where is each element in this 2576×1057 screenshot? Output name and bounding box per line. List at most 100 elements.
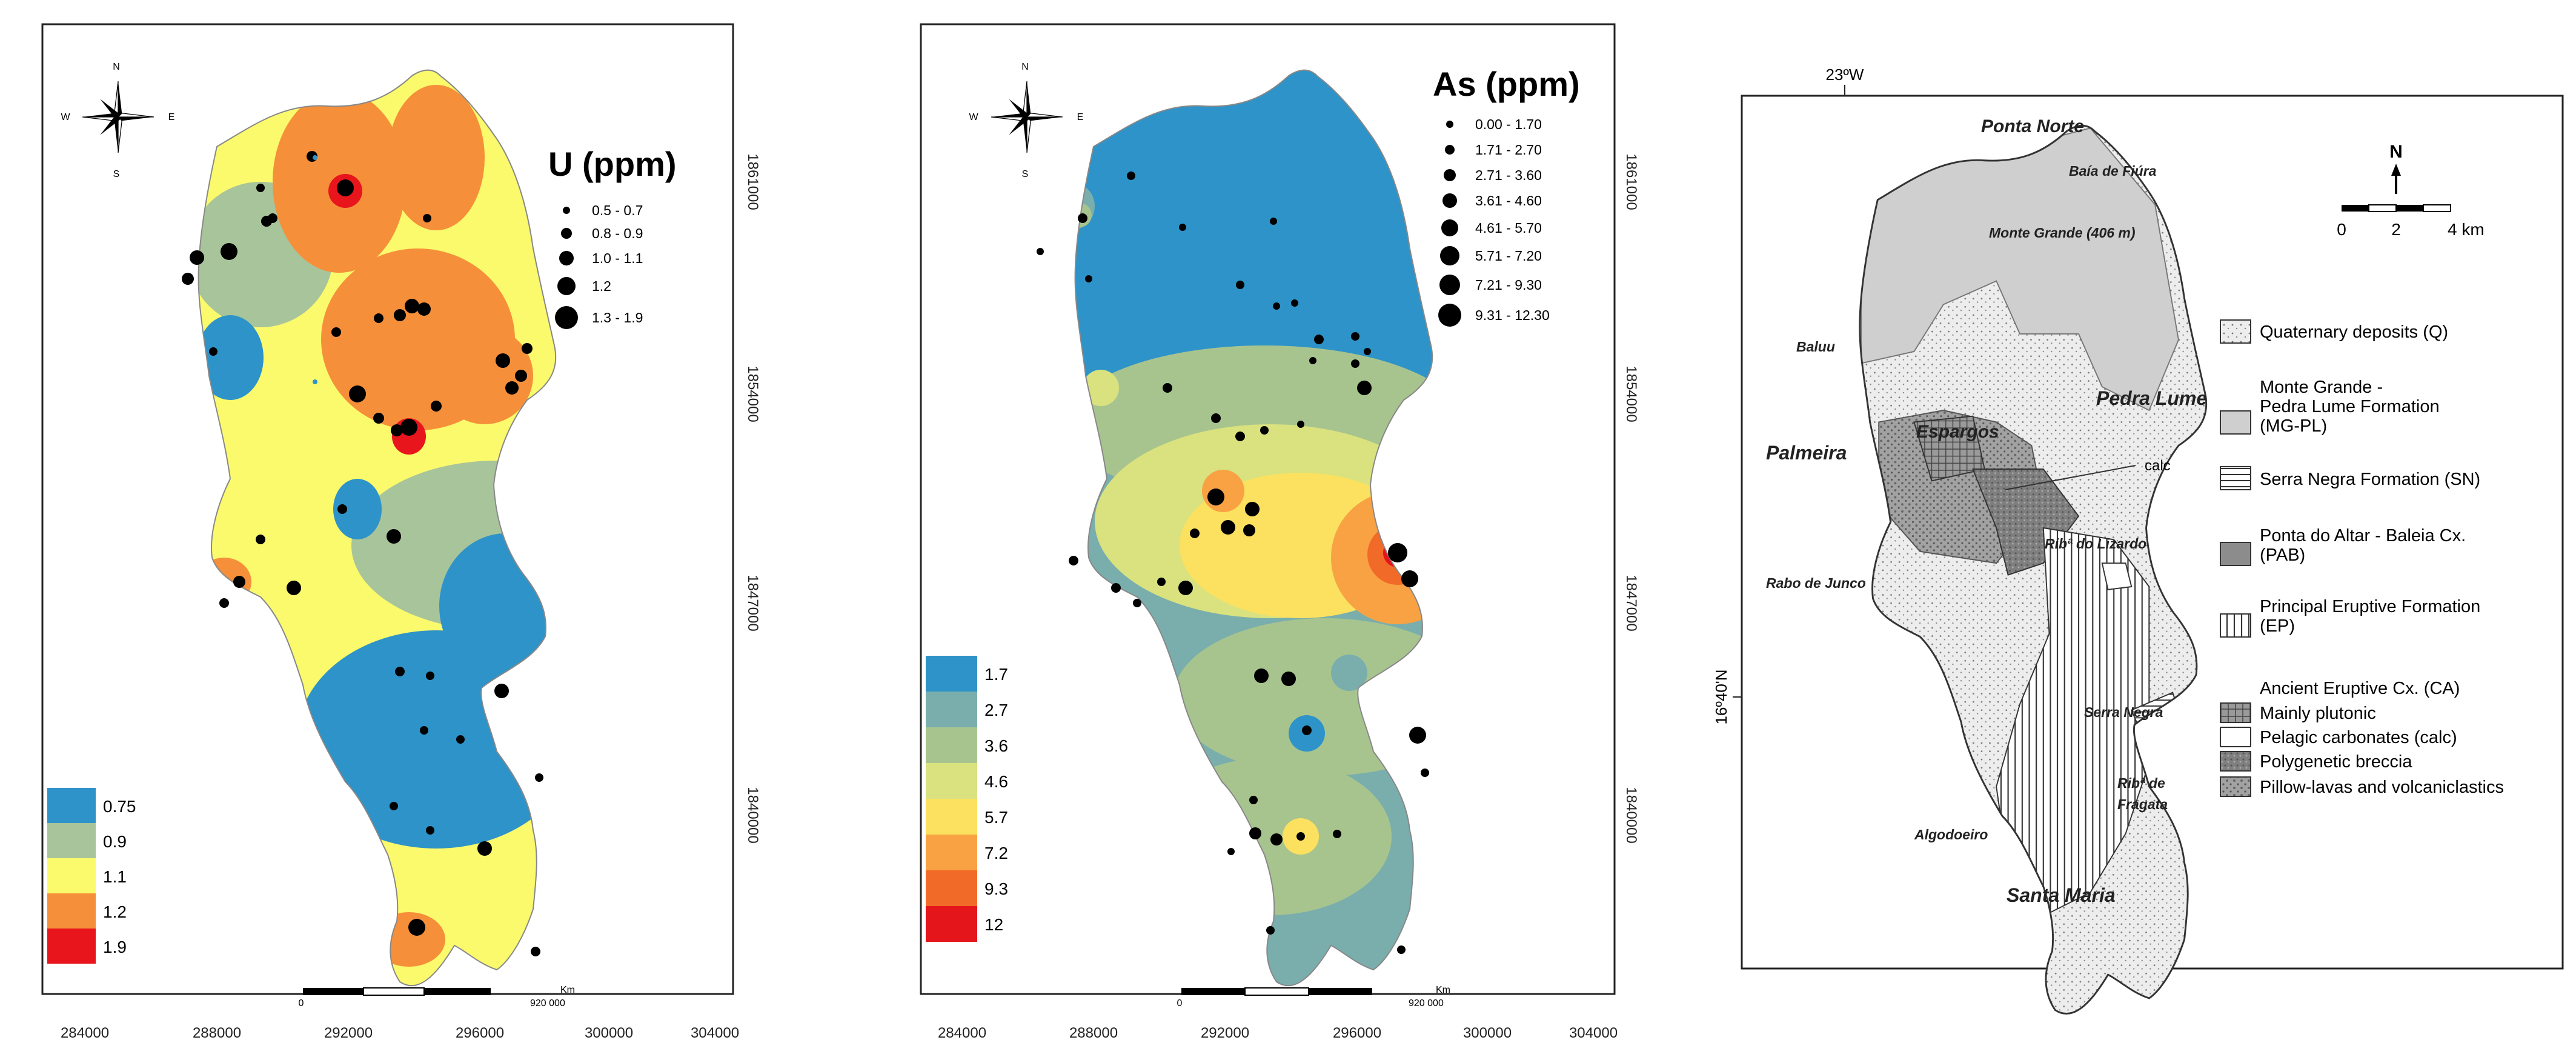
- as-y-tick: 1861000: [1623, 153, 1639, 210]
- u-x-tick: 304000: [691, 1025, 739, 1041]
- geology-north-arrow-icon: [2391, 164, 2401, 194]
- u-x-tick: 288000: [193, 1025, 241, 1041]
- u-color-legend: 0.75 0.9 1.1 1.2 1.9: [47, 788, 136, 964]
- place-label: Palmeira: [1766, 442, 1847, 464]
- u-x-ticks: 284000 288000 292000 296000 300000 30400…: [61, 1025, 739, 1041]
- u-y-tick: 1861000: [745, 153, 761, 210]
- place-label: Espargos: [1916, 422, 1999, 442]
- as-compass-w: W: [969, 112, 978, 122]
- as-color-legend-label: 2.7: [984, 701, 1008, 719]
- as-symbol-legend-item: 7.21 - 9.30: [1475, 277, 1542, 293]
- u-sample-points: [182, 151, 543, 956]
- as-color-swatch: [926, 799, 977, 835]
- as-color-legend-label: 7.2: [984, 844, 1008, 862]
- geology-legend-item: Quaternary deposits (Q): [2260, 322, 2448, 342]
- u-color-swatch: [47, 858, 96, 893]
- as-color-legend-label: 1.7: [984, 665, 1008, 684]
- u-symbol-legend-item: 0.8 - 0.9: [592, 225, 643, 241]
- as-color-swatch: [926, 727, 977, 763]
- geology-legend-item: Serra Negra Formation (SN): [2260, 470, 2480, 489]
- as-symbol-legend-item: 4.61 - 5.70: [1475, 220, 1542, 236]
- place-label: Ponta Norte: [1981, 116, 2084, 136]
- svg-text:Km: Km: [1436, 985, 1450, 995]
- geology-legend: Quaternary deposits (Q) Monte Grande - P…: [2220, 319, 2504, 797]
- u-symbol-legend: 0.5 - 0.7 0.8 - 0.9 1.0 - 1.1 1.2 1.3 - …: [555, 202, 643, 329]
- u-x-tick: 292000: [324, 1025, 373, 1041]
- svg-text:4 km: 4 km: [2448, 220, 2485, 239]
- as-x-tick: 284000: [938, 1025, 986, 1041]
- u-symbol-legend-item: 0.5 - 0.7: [592, 202, 643, 218]
- geology-legend-item: (EP): [2260, 616, 2295, 636]
- u-map-panel: N S W E U (ppm) 0.5 - 0.7 0.8 - 0.9 1.0 …: [41, 23, 761, 1041]
- u-color-legend-label: 1.1: [103, 867, 127, 886]
- as-color-swatch: [926, 906, 977, 942]
- geology-legend-item: Pedra Lume Formation: [2260, 397, 2440, 416]
- geology-top-coord: 23ºW: [1826, 65, 1864, 84]
- geology-place-labels: Ponta Norte Baía de Fiúra Monte Grande (…: [1766, 116, 2207, 906]
- as-compass-n: N: [1021, 62, 1029, 72]
- as-symbol-legend-item: 5.71 - 7.20: [1475, 248, 1542, 264]
- place-label: Serra Negra: [2084, 704, 2163, 720]
- place-label: Algodoeiro: [1914, 827, 1988, 842]
- geology-scalebar: 0 2 4 km: [2337, 204, 2485, 239]
- u-scalebar: 0 920 000 Km: [299, 985, 575, 1009]
- geology-map-panel: 23ºW 16º40'N N 0: [1712, 65, 2564, 1015]
- as-color-swatch: [926, 692, 977, 727]
- as-color-swatch: [926, 656, 977, 692]
- svg-text:0: 0: [2337, 220, 2346, 239]
- as-compass-s: S: [1022, 169, 1029, 179]
- geology-north-label: N: [2389, 142, 2403, 162]
- u-color-legend-label: 1.2: [103, 902, 127, 921]
- u-color-swatch: [47, 788, 96, 823]
- place-label: Monte Grande (406 m): [1989, 225, 2136, 241]
- as-map-panel: N S W E As (ppm) 0.00 - 1.70 1.71 - 2.70…: [920, 23, 1639, 1041]
- u-symbol-legend-item: 1.3 - 1.9: [592, 310, 643, 325]
- geology-legend-item: (PAB): [2260, 545, 2305, 565]
- u-x-tick: 296000: [456, 1025, 504, 1041]
- as-scalebar: 0 920 000 Km: [1177, 985, 1450, 1009]
- u-color-swatch: [47, 823, 96, 858]
- place-label: Pedra Lume: [2096, 387, 2207, 409]
- geology-legend-item: Pelagic carbonates (calc): [2260, 728, 2457, 747]
- as-symbol-legend-item: 0.00 - 1.70: [1475, 116, 1542, 132]
- u-y-tick: 1840000: [745, 787, 761, 843]
- u-color-legend-label: 0.9: [103, 832, 127, 851]
- as-color-legend-label: 5.7: [984, 808, 1008, 827]
- u-compass-e: E: [168, 112, 175, 122]
- svg-text:2: 2: [2391, 220, 2401, 239]
- as-symbol-legend-item: 2.71 - 3.60: [1475, 167, 1542, 183]
- place-label: Fragata: [2117, 796, 2168, 812]
- svg-text:920 000: 920 000: [1409, 998, 1444, 1009]
- geology-legend-item: Ancient Eruptive Cx. (CA): [2260, 679, 2460, 698]
- geology-left-coord: 16º40'N: [1712, 669, 1730, 724]
- u-color-swatch: [47, 893, 96, 929]
- u-x-tick: 284000: [61, 1025, 109, 1041]
- geology-legend-item: Pillow-lavas and volcaniclastics: [2260, 778, 2504, 797]
- place-label: Baía de Fiúra: [2069, 163, 2157, 179]
- as-y-tick: 1840000: [1623, 787, 1639, 843]
- u-color-swatch: [47, 929, 96, 964]
- as-y-ticks: 1861000 1854000 1847000 1840000: [1623, 153, 1639, 843]
- svg-text:920 000: 920 000: [530, 998, 565, 1009]
- as-compass-e: E: [1077, 112, 1084, 122]
- svg-text:0: 0: [299, 998, 304, 1009]
- as-color-legend-label: 4.6: [984, 772, 1008, 791]
- geology-legend-item: Ponta do Altar - Baleia Cx.: [2260, 526, 2466, 545]
- as-symbol-legend: 0.00 - 1.70 1.71 - 2.70 2.71 - 3.60 3.61…: [1438, 116, 1550, 327]
- as-color-legend-label: 12: [984, 915, 1003, 934]
- svg-text:Km: Km: [560, 985, 575, 995]
- as-y-tick: 1847000: [1623, 575, 1639, 631]
- place-label: Ribª de: [2117, 775, 2165, 791]
- place-label: Baluu: [1796, 339, 1835, 355]
- u-map-title: U (ppm): [548, 145, 677, 183]
- geology-legend-item: Monte Grande -: [2260, 378, 2383, 397]
- place-label: Rabo de Junco: [1766, 575, 1866, 591]
- as-symbol-legend-item: 1.71 - 2.70: [1475, 142, 1542, 158]
- as-x-tick: 300000: [1463, 1025, 1512, 1041]
- u-symbol-legend-item: 1.0 - 1.1: [592, 250, 643, 266]
- as-color-swatch: [926, 835, 977, 870]
- as-symbol-legend-item: 3.61 - 4.60: [1475, 193, 1542, 208]
- as-color-legend: 1.7 2.7 3.6 4.6 5.7 7.2 9.3 12: [926, 656, 1008, 942]
- place-label: Santa Maria: [2007, 884, 2116, 906]
